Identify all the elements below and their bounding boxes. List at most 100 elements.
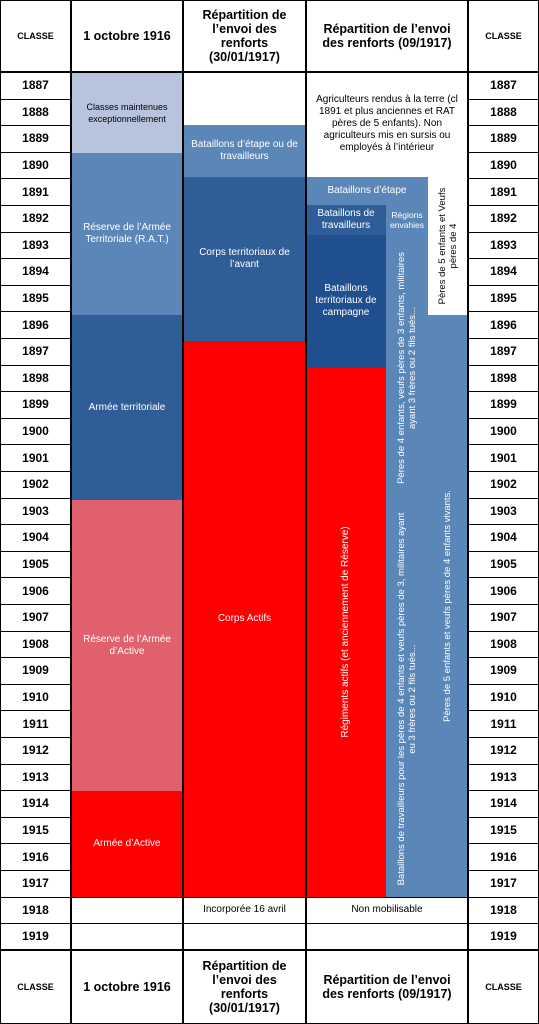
regiments-actifs-label: Régiments actifs (et anciennement de Rés… — [340, 526, 351, 738]
year-label-right: 1900 — [490, 424, 517, 439]
block-territoriaux-avant: Corps territoriaux de l’avant — [183, 177, 306, 341]
header-classe-left: CLASSE — [17, 31, 54, 41]
year-label-left: 1901 — [22, 450, 49, 465]
year-label-right: 1910 — [490, 690, 517, 705]
year-label-right: 1896 — [490, 317, 517, 332]
year-label-right: 1917 — [490, 876, 517, 891]
year-label-left: 1906 — [22, 583, 49, 598]
year-label-right: 1916 — [490, 849, 517, 864]
year-label-right: 1887 — [490, 78, 517, 93]
year-label-right: 1904 — [490, 530, 517, 545]
year-label-right: 1889 — [490, 131, 517, 146]
year-label-left: 1918 — [22, 902, 49, 917]
block-reserve-active: Réserve de l’Armée d’Active — [71, 500, 183, 791]
footer-sep1917: Répartition de l’envoi des renforts (09/… — [322, 973, 452, 1001]
footer-classe-right: CLASSE — [485, 982, 522, 992]
year-label-right: 1902 — [490, 477, 517, 492]
year-label-right: 1897 — [490, 344, 517, 359]
year-label-right: 1914 — [490, 796, 517, 811]
year-label-left: 1892 — [22, 211, 49, 226]
peres5-upper-label: Pères de 5 enfants et Veufs pères de 4 — [437, 187, 459, 305]
year-label-left: 1887 — [22, 78, 49, 93]
footer-oct1916: 1 octobre 1916 — [83, 980, 171, 994]
year-label-left: 1898 — [22, 370, 49, 385]
year-label-right: 1908 — [490, 636, 517, 651]
block-peres5-upper: Pères de 5 enfants et Veufs pères de 4 — [428, 177, 468, 315]
year-label-right: 1906 — [490, 583, 517, 598]
block-non-mobilisable: Non mobilisable — [351, 904, 423, 915]
block-bataillons-etape-1917: Bataillons d’étape — [306, 177, 428, 205]
travailleurs-lower-label: Bataillons de travailleurs pour les père… — [396, 512, 418, 885]
year-label-left: 1908 — [22, 636, 49, 651]
year-label-right: 1913 — [490, 769, 517, 784]
year-label-right: 1901 — [490, 450, 517, 465]
year-label-right: 1892 — [490, 211, 517, 226]
block-incorporee: Incorporée 16 avril — [203, 904, 286, 915]
year-label-left: 1917 — [22, 876, 49, 891]
block-agriculteurs: Agriculteurs rendus à la terre (cl 1891 … — [316, 94, 458, 153]
year-label-left: 1897 — [22, 344, 49, 359]
year-label-left: 1907 — [22, 610, 49, 625]
year-label-left: 1914 — [22, 796, 49, 811]
year-label-left: 1912 — [22, 743, 49, 758]
year-label-left: 1893 — [22, 237, 49, 252]
peres4-upper-label: Pères de 4 enfants, veufs pères de 3 enf… — [396, 251, 418, 484]
year-label-right: 1903 — [490, 503, 517, 518]
year-label-left: 1891 — [22, 184, 49, 199]
year-label-left: 1904 — [22, 530, 49, 545]
block-peres5-lower: Pères de 5 enfants et veufs pères de 4 e… — [428, 315, 468, 897]
year-label-right: 1907 — [490, 610, 517, 625]
year-label-right: 1891 — [490, 184, 517, 199]
year-label-right: 1888 — [490, 104, 517, 119]
year-label-right: 1895 — [490, 291, 517, 306]
peres5-lower-label: Pères de 5 enfants et veufs pères de 4 e… — [442, 490, 453, 722]
header-oct1916: 1 octobre 1916 — [83, 29, 171, 43]
year-label-left: 1916 — [22, 849, 49, 864]
year-label-left: 1909 — [22, 663, 49, 678]
year-label-right: 1911 — [490, 716, 517, 731]
block-armee-active: Armée d’Active — [71, 791, 183, 897]
year-label-left: 1911 — [22, 716, 49, 731]
block-regions-envahies: Régions envahies — [386, 205, 428, 235]
year-label-left: 1900 — [22, 424, 49, 439]
header-classe-right: CLASSE — [485, 31, 522, 41]
year-label-left: 1890 — [22, 158, 49, 173]
block-armee-territoriale: Armée territoriale — [71, 315, 183, 500]
year-label-left: 1919 — [22, 929, 49, 944]
year-label-left: 1894 — [22, 264, 49, 279]
year-label-right: 1890 — [490, 158, 517, 173]
block-bataillons-travailleurs-1917: Bataillons de travailleurs — [306, 205, 386, 235]
year-label-right: 1915 — [490, 823, 517, 838]
year-label-right: 1905 — [490, 557, 517, 572]
year-label-left: 1903 — [22, 503, 49, 518]
year-label-left: 1895 — [22, 291, 49, 306]
year-label-right: 1909 — [490, 663, 517, 678]
year-label-left: 1896 — [22, 317, 49, 332]
year-label-left: 1888 — [22, 104, 49, 119]
year-label-right: 1918 — [490, 902, 517, 917]
year-label-left: 1899 — [22, 397, 49, 412]
year-label-left: 1902 — [22, 477, 49, 492]
block-etape-travailleurs-1917: Bataillons d’étape ou de travailleurs — [183, 125, 306, 177]
year-label-left: 1889 — [22, 131, 49, 146]
footer-classe-left: CLASSE — [17, 982, 54, 992]
block-peres4-upper: Pères de 4 enfants, veufs pères de 3 enf… — [386, 235, 428, 500]
year-label-left: 1915 — [22, 823, 49, 838]
year-label-right: 1893 — [490, 237, 517, 252]
year-label-left: 1913 — [22, 769, 49, 784]
block-classes-exceptionnelles: Classes maintenues exceptionnellement — [71, 72, 183, 153]
year-label-left: 1905 — [22, 557, 49, 572]
block-rat: Réserve de l’Armée Territoriale (R.A.T.) — [71, 153, 183, 315]
footer-jan1917: Répartition de l’envoi des renforts (30/… — [202, 959, 287, 1015]
year-label-left: 1910 — [22, 690, 49, 705]
block-bataillons-campagne: Bataillons territoriaux de campagne — [306, 235, 386, 367]
header-sep1917: Répartition de l’envoi des renforts (09/… — [322, 22, 452, 50]
block-regiments-actifs: Régiments actifs (et anciennement de Rés… — [306, 367, 386, 897]
year-label-right: 1899 — [490, 397, 517, 412]
header-jan1917: Répartition de l’envoi des renforts (30/… — [202, 8, 287, 64]
block-corps-actifs: Corps Actifs — [183, 341, 306, 897]
year-label-right: 1894 — [490, 264, 517, 279]
year-label-right: 1898 — [490, 370, 517, 385]
block-travailleurs-lower: Bataillons de travailleurs pour les père… — [386, 500, 428, 897]
